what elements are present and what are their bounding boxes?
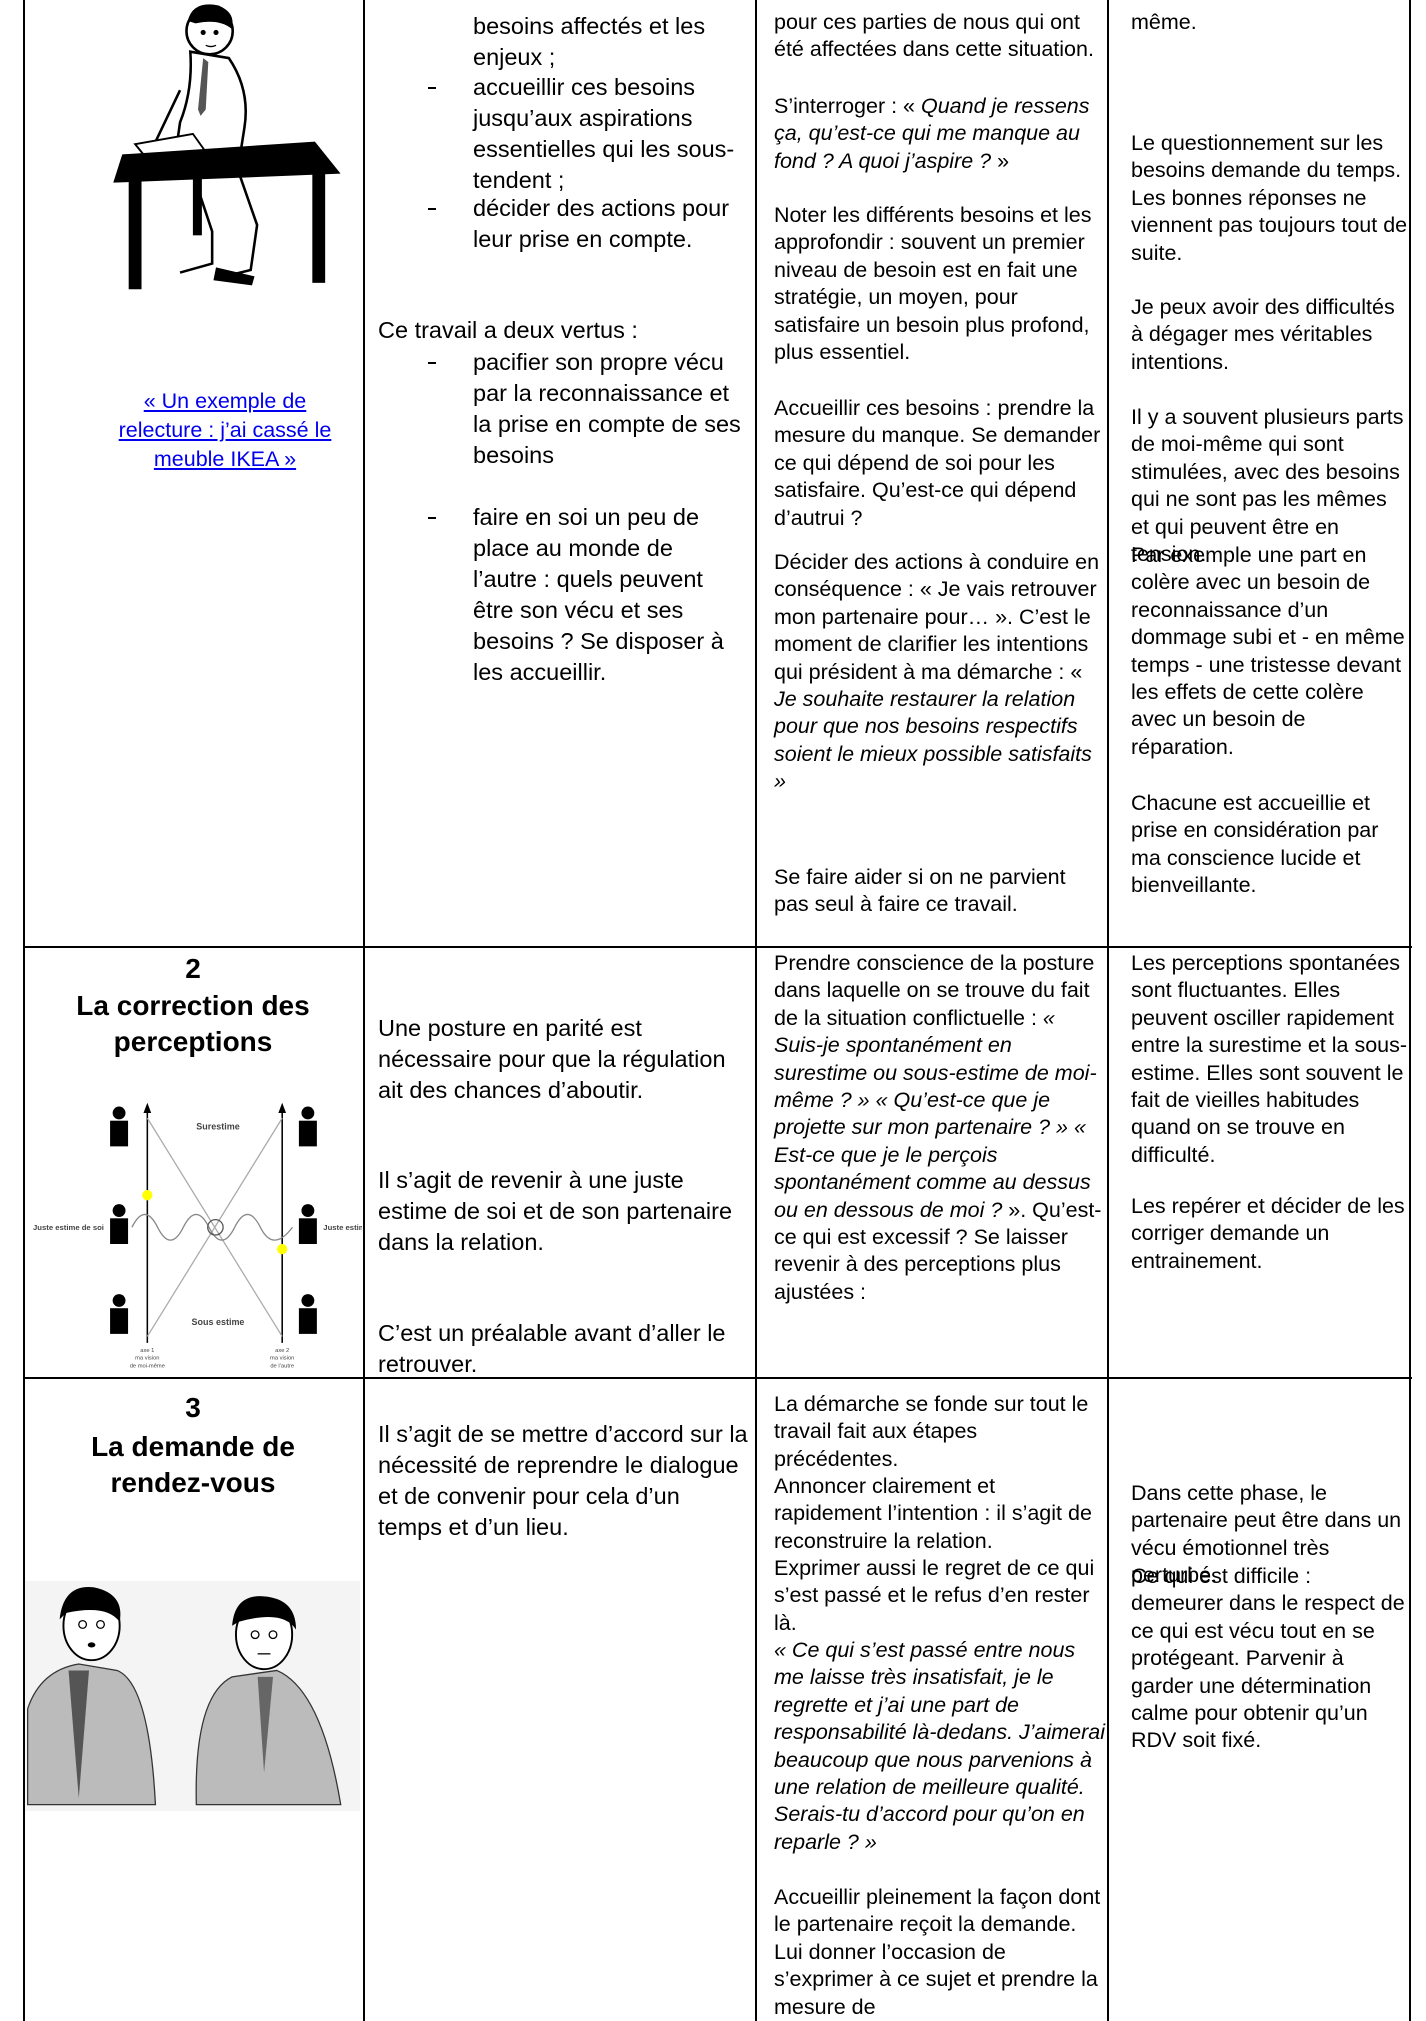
border	[1107, 0, 1109, 2021]
paragraph: Par exemple une part en colère avec un b…	[1131, 543, 1405, 759]
paragraph: S’interroger : « Quand je ressens ça, qu…	[774, 93, 1106, 175]
text: Prendre conscience de la posture dans la…	[774, 951, 1095, 1030]
border	[1409, 0, 1411, 2021]
diagram-label: Juste estime de soi	[33, 1223, 104, 1232]
text: Décider des actions à conduire en conséq…	[774, 550, 1100, 684]
paragraph: La démarche se fonde sur tout le travail…	[774, 1392, 1089, 1471]
step-number: 2	[185, 953, 201, 984]
link[interactable]: « Un exemple de relecture : j’ai cassé l…	[118, 389, 332, 471]
list-item: accueillir ces besoins jusqu’aux aspirat…	[473, 74, 735, 193]
paragraph: pour ces parties de nous qui ont été aff…	[774, 10, 1094, 62]
meeting-illustration	[25, 1581, 360, 1811]
paragraph: Dans cette phase, le partenaire peut êtr…	[1131, 1481, 1402, 1588]
bullet	[428, 517, 436, 519]
diagram-label: axe 1	[140, 1348, 154, 1354]
text: ». Qu’est-ce qui est excessif ? Se laiss…	[774, 1197, 1102, 1304]
paragraph: Je peux avoir des difficultés à dégager …	[1131, 295, 1395, 374]
paragraph: Les repérer et décider de les corriger d…	[1131, 1194, 1405, 1273]
border	[23, 1377, 1412, 1379]
text: Je souhaite restaurer la relation pour q…	[774, 687, 1092, 794]
diagram-label: ma vision	[270, 1356, 294, 1362]
paragraph: Décider des actions à conduire en conséq…	[774, 549, 1106, 796]
border	[363, 0, 365, 2021]
list-text: besoins affectés et les enjeux ;	[473, 13, 706, 70]
paragraph: Exprimer aussi le regret de ce qui s’est…	[774, 1556, 1095, 1635]
diagram-label: de moi-même	[130, 1363, 165, 1369]
list-item: pacifier son propre vécu par la reconnai…	[473, 349, 741, 468]
desk-illustration	[113, 4, 341, 290]
paragraph: Il s’agit de se mettre d’accord sur la n…	[378, 1421, 748, 1540]
step-number: 3	[185, 1392, 201, 1423]
paragraph: Le questionnement sur les besoins demand…	[1131, 131, 1408, 265]
paragraph: « Ce qui s’est passé entre nous me laiss…	[774, 1638, 1106, 1854]
paragraph: Accueillir ces besoins : prendre la mesu…	[774, 396, 1101, 530]
step-title: La correction des perceptions	[76, 990, 310, 1057]
border	[755, 0, 757, 2021]
bullet	[428, 362, 436, 364]
bullet	[428, 208, 436, 210]
step-title: La demande de rendez-vous	[91, 1431, 295, 1498]
paragraph: Il y a souvent plusieurs parts de moi-mê…	[1131, 405, 1404, 567]
paragraph: Annoncer clairement et rapidement l’inte…	[774, 1474, 1092, 1553]
paragraph: Se faire aider si on ne parvient pas seu…	[774, 865, 1066, 917]
border	[23, 0, 25, 2021]
paragraph: Prendre conscience de la posture dans la…	[774, 950, 1106, 1306]
paragraph: Chacune est accueillie et prise en consi…	[1131, 791, 1379, 898]
perception-diagram: Surestime Juste estime de soi Juste esti…	[33, 1102, 362, 1369]
diagram-label: Sous estime	[192, 1317, 245, 1327]
diagram-label: Surestime	[196, 1122, 239, 1132]
diagram-label: ma vision	[135, 1356, 159, 1362]
diagram-label: Juste estim	[323, 1223, 362, 1232]
paragraph: Les perceptions spontanées sont fluctuan…	[1131, 951, 1408, 1167]
paragraph: même.	[1131, 10, 1197, 34]
text: »	[991, 148, 1010, 173]
list-item: faire en soi un peu de place au monde de…	[473, 504, 724, 685]
text: S’interroger : «	[774, 94, 921, 118]
text: « Suis-je spontanément en surestime ou s…	[774, 1005, 1097, 1222]
paragraph: Ce travail a deux vertus :	[378, 317, 638, 343]
diagram-label: axe 2	[275, 1348, 289, 1354]
paragraph: Ce qui est difficile : demeurer dans le …	[1131, 1564, 1405, 1753]
paragraph: Accueillir pleinement la façon dont le p…	[774, 1885, 1101, 2019]
paragraph: Une posture en parité est nécessaire pou…	[378, 1015, 726, 1103]
bullet	[428, 87, 436, 89]
paragraph: Il s’agit de revenir à une juste estime …	[378, 1167, 733, 1255]
text: Quand je ressens ça, qu’est-ce qui me ma…	[774, 94, 1090, 173]
paragraph: Noter les différents besoins et les appr…	[774, 203, 1092, 365]
paragraph: C’est un préalable avant d’aller le retr…	[378, 1320, 726, 1377]
diagram-label: de l’autre	[270, 1363, 294, 1369]
list-item: décider des actions pour leur prise en c…	[473, 195, 730, 252]
border	[23, 946, 1412, 948]
